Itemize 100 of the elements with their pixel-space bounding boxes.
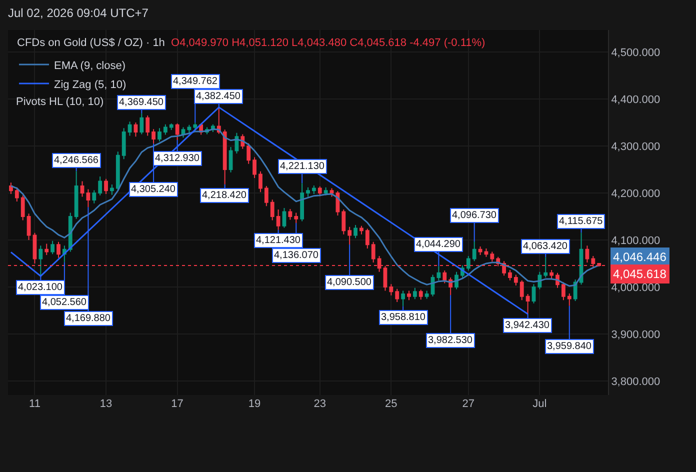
candlestick [585,245,590,264]
legend-label: Zig Zag (5, 10) [54,78,126,91]
candlestick [86,188,90,208]
legend-label: EMA (9, close) [54,60,126,72]
candlestick [478,246,482,256]
candlestick [187,124,192,134]
x-tick-label: 11 [29,398,40,410]
annotation: Pivots HL (10, 10) [16,96,104,108]
y-tick-label: 3,800.000 [611,376,660,388]
candlestick [92,190,96,204]
candlestick [193,122,198,132]
annotation: 4,090.500 [327,277,372,288]
text: Jul 02, 2026 09:04 UTC+7 [8,6,149,20]
annotation: 4,349.762 [173,76,218,87]
y-tick-label: 4,200.000 [611,188,660,200]
candlestick [246,142,251,164]
candlestick [484,248,488,258]
y-tick-label: 4,000.000 [611,282,660,294]
candlestick [342,208,346,235]
candlestick [288,208,292,220]
candlestick [158,128,162,142]
candlestick [9,182,13,194]
text: CFDs on Gold (US$ / OZ) · 1h [17,36,165,49]
candlestick [490,251,494,262]
candlestick [20,194,25,221]
x-tick-label: 25 [385,398,398,410]
annotation: 4,369.450 [119,97,164,108]
annotation: 4,305.240 [131,184,176,195]
candlestick [360,225,364,235]
annotation: 4,221.130 [280,161,325,172]
candlestick [14,186,19,202]
annotation: 4,063.420 [523,241,568,252]
candlestick [330,188,334,198]
candlestick [270,199,274,221]
candlestick [532,284,536,304]
annotation: 4,136.070 [274,250,319,261]
candlestick [412,287,417,300]
candlestick [163,124,168,136]
candlestick [50,240,55,255]
candlestick [466,255,470,272]
ref-line-label: 4,045.618 [613,267,667,281]
candlestick [44,243,49,256]
candlestick [354,224,358,239]
candlestick [104,178,108,194]
candlestick [371,241,376,264]
annotation: 4,023.100 [18,282,63,293]
annotation: 4,382.450 [196,91,241,102]
candlestick [56,241,60,258]
annotation: 3,942.430 [505,320,550,331]
candlestick [407,290,411,301]
candlestick [514,274,518,286]
candlestick [520,280,524,301]
data-label: 4,046.446 [613,250,667,264]
candlestick [550,270,554,279]
y-tick-label: 4,100.000 [611,234,660,247]
y-tick-label: 4,500.000 [611,46,660,59]
annotation: 3,982.530 [428,335,473,346]
candlestick [146,115,150,136]
candlestick [128,121,132,136]
candlestick [526,294,530,314]
annotation: 4,246.566 [54,155,99,166]
annotation: 4,052.560 [42,297,87,308]
x-tick-label: Jul [532,398,547,410]
text: O4,049.970 H4,051.120 L4,043.480 C4,045.618 -4.497 (-0.11%) [171,36,486,49]
candlestick [306,186,310,198]
annotation: 3,959.840 [547,341,592,352]
annotation: 4,115.675 [559,216,604,227]
annotation: 3,958.810 [381,312,426,323]
annotation: 4,096.730 [452,210,497,221]
y-tick-label: 4,400.000 [611,94,660,106]
x-tick-label: 23 [314,398,326,410]
x-tick-label: 13 [100,398,112,410]
candlestick [98,176,102,196]
candlestick [252,156,256,178]
candlestick [508,270,512,281]
candlestick [395,288,400,302]
candlestick [228,146,233,173]
candlestick [561,282,566,301]
candlestick [324,186,328,196]
candlestick [122,128,126,160]
x-tick-label: 17 [171,398,184,410]
candlestick [110,184,114,196]
y-tick-label: 3,900.000 [611,328,660,341]
candlestick [134,122,138,138]
candlestick [312,184,316,194]
candlestick [365,228,370,249]
candlestick [26,213,31,240]
candlestick [264,185,268,207]
candlestick [418,289,423,300]
annotation: 4,121.430 [256,235,301,246]
candlestick [282,208,286,228]
candlestick [318,186,322,197]
annotation: 4,169.880 [66,313,111,324]
y-tick-label: 4,300.000 [611,140,660,153]
annotation: 4,044.290 [416,239,461,250]
candlestick [80,180,84,198]
candlestick [258,170,262,193]
candlestick [442,270,447,284]
x-tick-label: 27 [462,398,475,410]
annotation: 4,312.930 [155,153,200,164]
